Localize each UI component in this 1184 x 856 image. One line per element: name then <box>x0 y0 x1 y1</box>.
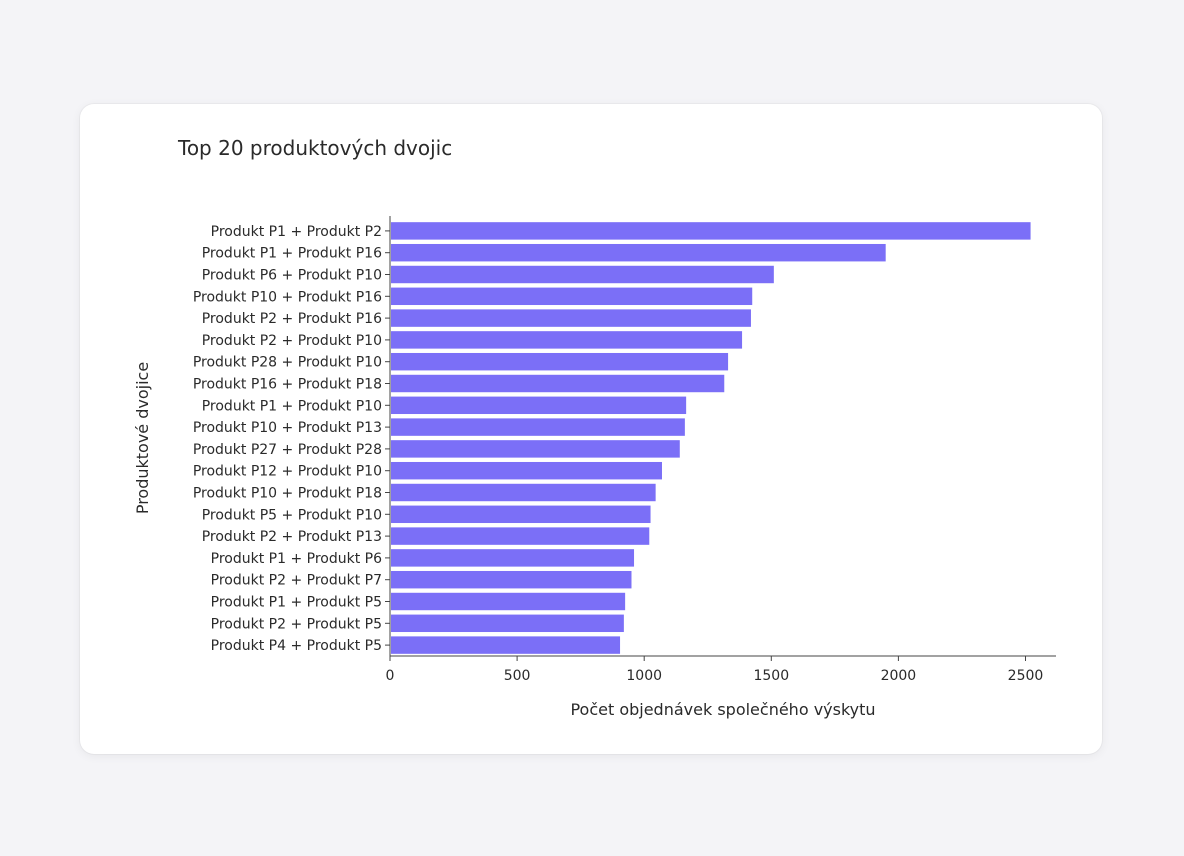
y-tick-label: Produkt P1 + Produkt P5 <box>211 595 382 611</box>
y-tick-label: Produkt P10 + Produkt P16 <box>193 289 382 305</box>
x-tick-label: 500 <box>504 668 531 684</box>
x-ticks: 0 500 1000 1500 2000 2500 <box>386 656 1044 684</box>
bar <box>391 440 680 458</box>
x-tick-label: 1000 <box>626 668 662 684</box>
bar <box>391 309 751 327</box>
y-tick-label: Produkt P1 + Produkt P10 <box>202 398 382 414</box>
x-tick-label: 1500 <box>753 668 789 684</box>
chart-title: Top 20 produktových dvojic <box>178 136 453 160</box>
x-tick-label: 2000 <box>881 668 917 684</box>
bar <box>391 374 725 393</box>
y-tick-label: Produkt P2 + Produkt P5 <box>211 616 382 632</box>
y-tick-label: Produkt P27 + Produkt P28 <box>193 442 382 458</box>
y-tick-label: Produkt P2 + Produkt P10 <box>202 333 382 349</box>
x-tick-label: 2500 <box>1008 668 1044 684</box>
bar <box>391 396 687 415</box>
y-tick-label: Produkt P12 + Produkt P10 <box>193 464 382 480</box>
bar <box>391 505 651 524</box>
bar <box>391 331 743 349</box>
bar <box>391 287 753 306</box>
bar <box>391 570 632 589</box>
bar <box>391 614 624 633</box>
y-tick-label: Produkt P5 + Produkt P10 <box>202 507 382 523</box>
bar <box>391 352 729 371</box>
y-tick-label: Produkt P2 + Produkt P7 <box>211 573 382 589</box>
bars-group <box>391 222 1031 654</box>
y-tick-label: Produkt P6 + Produkt P10 <box>202 268 382 284</box>
chart-card: Top 20 produktových dvojic Produkt P1 + … <box>80 104 1102 754</box>
bar <box>391 636 621 654</box>
y-tick-label: Produkt P4 + Produkt P5 <box>211 638 382 654</box>
y-tick-label: Produkt P2 + Produkt P13 <box>202 529 382 545</box>
bar <box>391 265 774 284</box>
y-axis-title: Produktové dvojice <box>133 362 152 514</box>
bar <box>391 527 650 545</box>
bar <box>391 243 886 262</box>
bar <box>391 222 1031 240</box>
y-tick-label: Produkt P28 + Produkt P10 <box>193 355 382 371</box>
bar <box>391 483 656 502</box>
y-tick-label: Produkt P10 + Produkt P13 <box>193 420 382 436</box>
y-tick-labels: Produkt P1 + Produkt P2 Produkt P1 + Prod… <box>193 224 390 654</box>
y-tick-label: Produkt P2 + Produkt P16 <box>202 311 382 327</box>
bar <box>391 418 685 436</box>
bar <box>391 461 662 480</box>
bar-chart: Produkt P1 + Produkt P2 Produkt P1 + Prod… <box>133 216 1056 719</box>
bar <box>391 592 626 611</box>
y-tick-label: Produkt P1 + Produkt P2 <box>211 224 382 240</box>
bar <box>391 549 635 567</box>
x-axis-title: Počet objednávek společného výskytu <box>570 700 875 719</box>
y-tick-label: Produkt P10 + Produkt P18 <box>193 486 382 502</box>
x-tick-label: 0 <box>386 668 395 684</box>
y-tick-label: Produkt P1 + Produkt P16 <box>202 246 382 262</box>
y-tick-label: Produkt P1 + Produkt P6 <box>211 551 382 567</box>
y-tick-label: Produkt P16 + Produkt P18 <box>193 377 382 393</box>
